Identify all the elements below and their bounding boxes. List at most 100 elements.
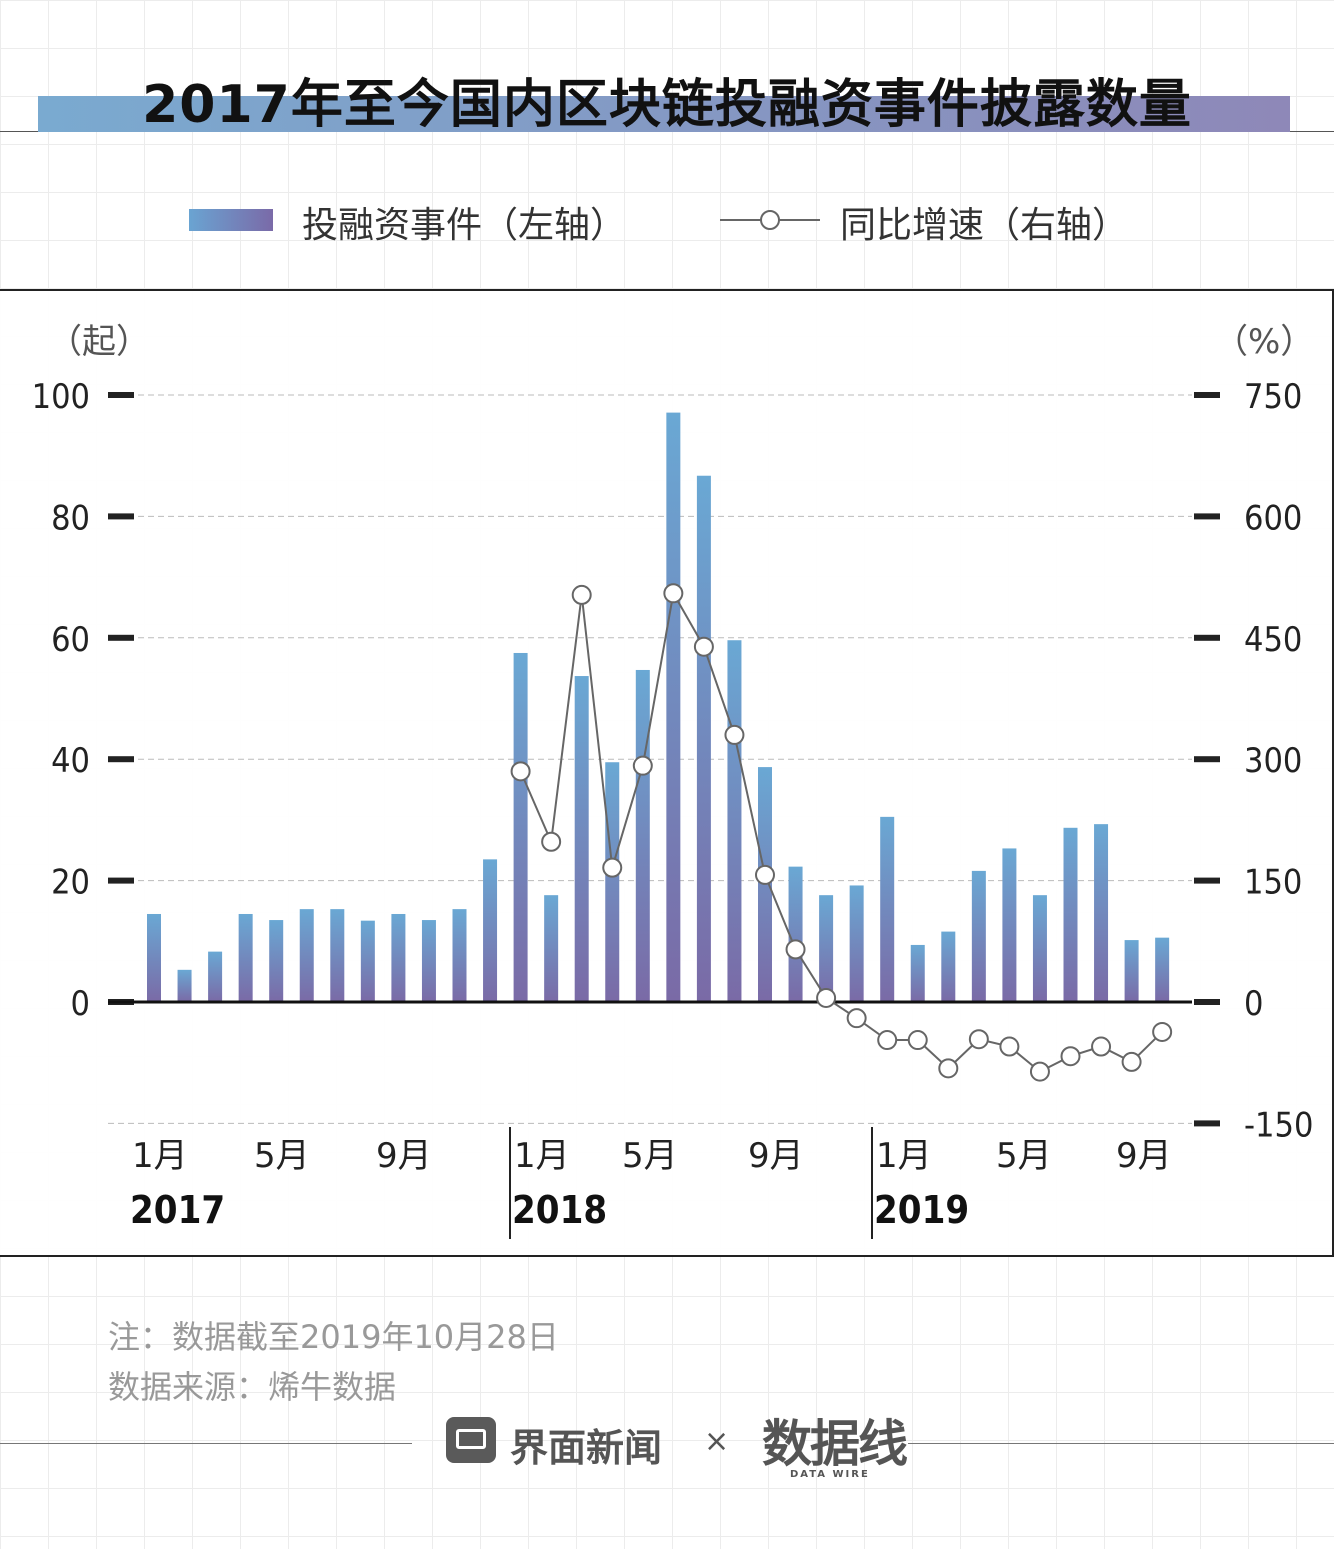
x-tick-month: 9月 [376, 1136, 432, 1176]
right-tick-mark [1194, 756, 1220, 763]
bar-2019-09 [1124, 940, 1139, 1002]
note-source: 数据来源：烯牛数据 [108, 1368, 397, 1406]
partner-logo: 数据线 [762, 1415, 908, 1473]
left-tick-label: 80 [51, 498, 90, 538]
growth-line [519, 590, 1163, 1073]
growth-point-2019-05 [999, 1036, 1020, 1057]
bar-2017-04 [238, 913, 253, 1002]
right-tick-label: 0 [1244, 984, 1263, 1024]
bar-2018-12 [849, 885, 864, 1002]
bar-2017-07 [330, 909, 345, 1002]
bar-2017-10 [421, 920, 436, 1002]
left-tick-mark [108, 513, 134, 520]
bar-2018-02 [544, 895, 559, 1002]
right-tick-label: 300 [1244, 741, 1302, 781]
bar-2019-06 [1032, 895, 1047, 1002]
right-tick-mark [1194, 392, 1220, 398]
left-tick-label: 100 [32, 377, 90, 417]
bar-2017-02 [177, 969, 192, 1002]
bar-2017-06 [299, 909, 314, 1002]
bar-2018-10 [788, 866, 803, 1002]
bar-2018-05 [635, 669, 650, 1002]
right-tick-label: 150 [1244, 863, 1302, 903]
left-tick-label: 40 [51, 741, 90, 781]
growth-point-2018-09 [755, 864, 775, 885]
growth-point-2019-09 [1121, 1051, 1142, 1072]
bar-2019-08 [1094, 824, 1109, 1002]
x-tick-month: 9月 [748, 1136, 804, 1176]
bar-2019-07 [1063, 827, 1078, 1002]
title-rule-right [1290, 131, 1334, 132]
bar-2019-04 [971, 870, 986, 1002]
growth-point-2018-10 [785, 939, 806, 960]
chart-title: 2017年至今国内区块链投融资事件披露数量 [142, 75, 1192, 135]
title-rule-left [0, 131, 38, 132]
bar-2019-01 [880, 816, 895, 1002]
left-axis-unit: （起） [48, 322, 150, 362]
left-tick-label: 20 [51, 863, 90, 903]
right-tick-label: 750 [1244, 377, 1302, 417]
brand-name: 界面新闻 [510, 1426, 663, 1470]
bar-2019-10 [1155, 937, 1170, 1002]
bar-2018-03 [574, 676, 589, 1002]
bar-2017-12 [483, 859, 498, 1002]
x-tick-month: 5月 [996, 1136, 1052, 1176]
right-tick-label: -150 [1244, 1105, 1313, 1145]
legend-line-swatch [720, 210, 820, 230]
bar-2018-07 [696, 475, 711, 1002]
right-tick-label: 450 [1244, 620, 1302, 660]
growth-point-2019-08 [1091, 1036, 1112, 1057]
bar-2018-01 [513, 652, 528, 1002]
x-tick-month: 5月 [622, 1136, 678, 1176]
right-tick-label: 600 [1244, 498, 1302, 538]
growth-point-2019-03 [938, 1058, 959, 1079]
growth-point-2018-03 [571, 584, 592, 605]
growth-point-2018-05 [632, 755, 653, 776]
growth-point-2018-12 [846, 1008, 867, 1029]
bar-2017-09 [391, 913, 406, 1002]
chart-frame: 0 20 40 60 80 100 -150 0 150 300 450 600 750 （起） （%） 1月… [0, 289, 1334, 1257]
legend-bar-label: 投融资事件（左轴） [302, 205, 627, 246]
legend-line-label: 同比增速（右轴） [840, 205, 1129, 246]
right-axis-unit: （%） [1214, 322, 1314, 362]
x-tick-month: 1月 [876, 1136, 932, 1176]
bar-2018-06 [666, 412, 681, 1002]
growth-point-2018-11 [816, 987, 837, 1008]
bar-2017-03 [208, 951, 223, 1002]
bar-2018-08 [727, 640, 742, 1002]
bar-2018-04 [605, 762, 620, 1002]
footer-rule-right [908, 1443, 1334, 1444]
right-tick-mark [1194, 999, 1220, 1005]
left-tick-label: 60 [51, 620, 90, 660]
chart-svg: 0 20 40 60 80 100 -150 0 150 300 450 600 750 （起） （%） 1月… [32, 322, 1314, 1239]
bar-2019-03 [941, 931, 956, 1002]
title-band [38, 96, 1290, 132]
right-tick-mark [1194, 877, 1220, 884]
growth-point-2019-10 [1152, 1021, 1173, 1042]
x-tick-year: 2019 [874, 1188, 969, 1232]
bar-2019-02 [910, 944, 925, 1002]
left-tick-mark [108, 392, 134, 398]
right-tick-mark [1194, 634, 1220, 641]
left-tick-mark [108, 877, 134, 884]
right-tick-mark [1194, 1120, 1220, 1127]
bar-2017-01 [147, 913, 161, 1002]
brand-separator: × [704, 1424, 730, 1459]
growth-point-2018-08 [724, 724, 745, 745]
left-tick-mark [108, 756, 134, 763]
footer-rule-left [0, 1443, 412, 1444]
growth-point-2019-02 [907, 1030, 928, 1051]
x-tick-month: 5月 [254, 1136, 310, 1176]
growth-point-2018-01 [510, 761, 531, 782]
left-tick-label: 0 [71, 984, 90, 1024]
bar-2019-05 [1002, 848, 1017, 1002]
growth-point-2019-01 [877, 1030, 898, 1051]
x-tick-year: 2018 [512, 1188, 607, 1232]
growth-point-2018-02 [541, 831, 562, 852]
legend-bar-swatch [189, 209, 273, 231]
jiemian-logo-icon [446, 1417, 496, 1463]
growth-point-2019-04 [968, 1029, 989, 1050]
x-tick-month: 1月 [514, 1136, 570, 1176]
bar-2017-05 [269, 920, 284, 1002]
x-tick-month: 9月 [1116, 1136, 1172, 1176]
